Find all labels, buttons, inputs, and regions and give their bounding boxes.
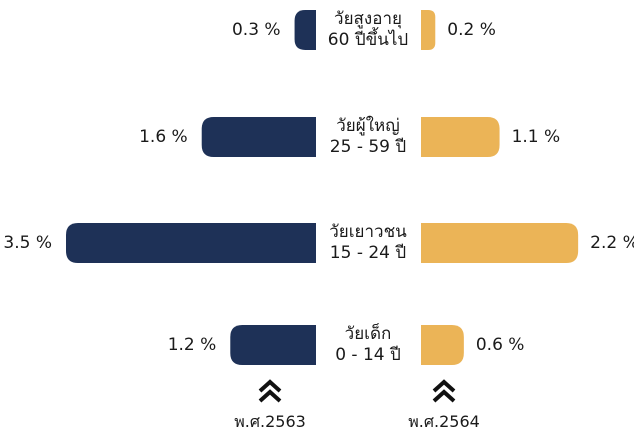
category-age-range: 0 - 14 ปี	[335, 345, 401, 365]
bar-2563-1	[201, 117, 316, 157]
value-label-2563: 1.2 %	[167, 335, 217, 355]
category-age-range: 60 ปีขึ้นไป	[327, 30, 409, 50]
bars-2563	[66, 10, 316, 365]
bars-2564	[421, 10, 579, 365]
value-label-2564: 2.2 %	[590, 233, 634, 253]
bar-2564-0	[421, 10, 436, 50]
value-label-2564: 1.1 %	[511, 127, 561, 147]
bar-2564-1	[421, 117, 500, 157]
value-label-2563: 0.3 %	[231, 20, 281, 40]
category-name: วัยสูงอายุ	[334, 9, 402, 29]
category-name: วัยเด็ก	[344, 324, 392, 344]
category-name: วัยเยาวชน	[329, 222, 407, 242]
category-label: วัยเยาวชน 15 - 24 ปี	[308, 222, 428, 264]
category-age-range: 25 - 59 ปี	[329, 137, 407, 157]
bar-2564-3	[421, 325, 464, 365]
bar-2563-0	[294, 10, 316, 50]
chevron-up-icon	[429, 378, 459, 404]
category-label: วัยสูงอายุ 60 ปีขึ้นไป	[308, 9, 428, 51]
bar-2563-3	[230, 325, 316, 365]
legend-year-2563: พ.ศ.2563	[234, 412, 306, 431]
value-label-2563: 3.5 %	[3, 233, 52, 253]
value-label-2563: 1.6 %	[139, 127, 188, 147]
legend-year-2564: พ.ศ.2564	[408, 412, 480, 431]
chevron-up-icon	[255, 378, 285, 404]
value-label-2564: 0.2 %	[447, 20, 496, 40]
category-age-range: 15 - 24 ปี	[329, 243, 407, 263]
category-label: วัยเด็ก 0 - 14 ปี	[308, 324, 428, 366]
category-name: วัยผู้ใหญ่	[336, 116, 400, 136]
bar-2563-2	[66, 223, 316, 263]
bar-2564-2	[421, 223, 579, 263]
category-label: วัยผู้ใหญ่ 25 - 59 ปี	[308, 116, 428, 158]
value-label-2564: 0.6 %	[475, 335, 525, 355]
